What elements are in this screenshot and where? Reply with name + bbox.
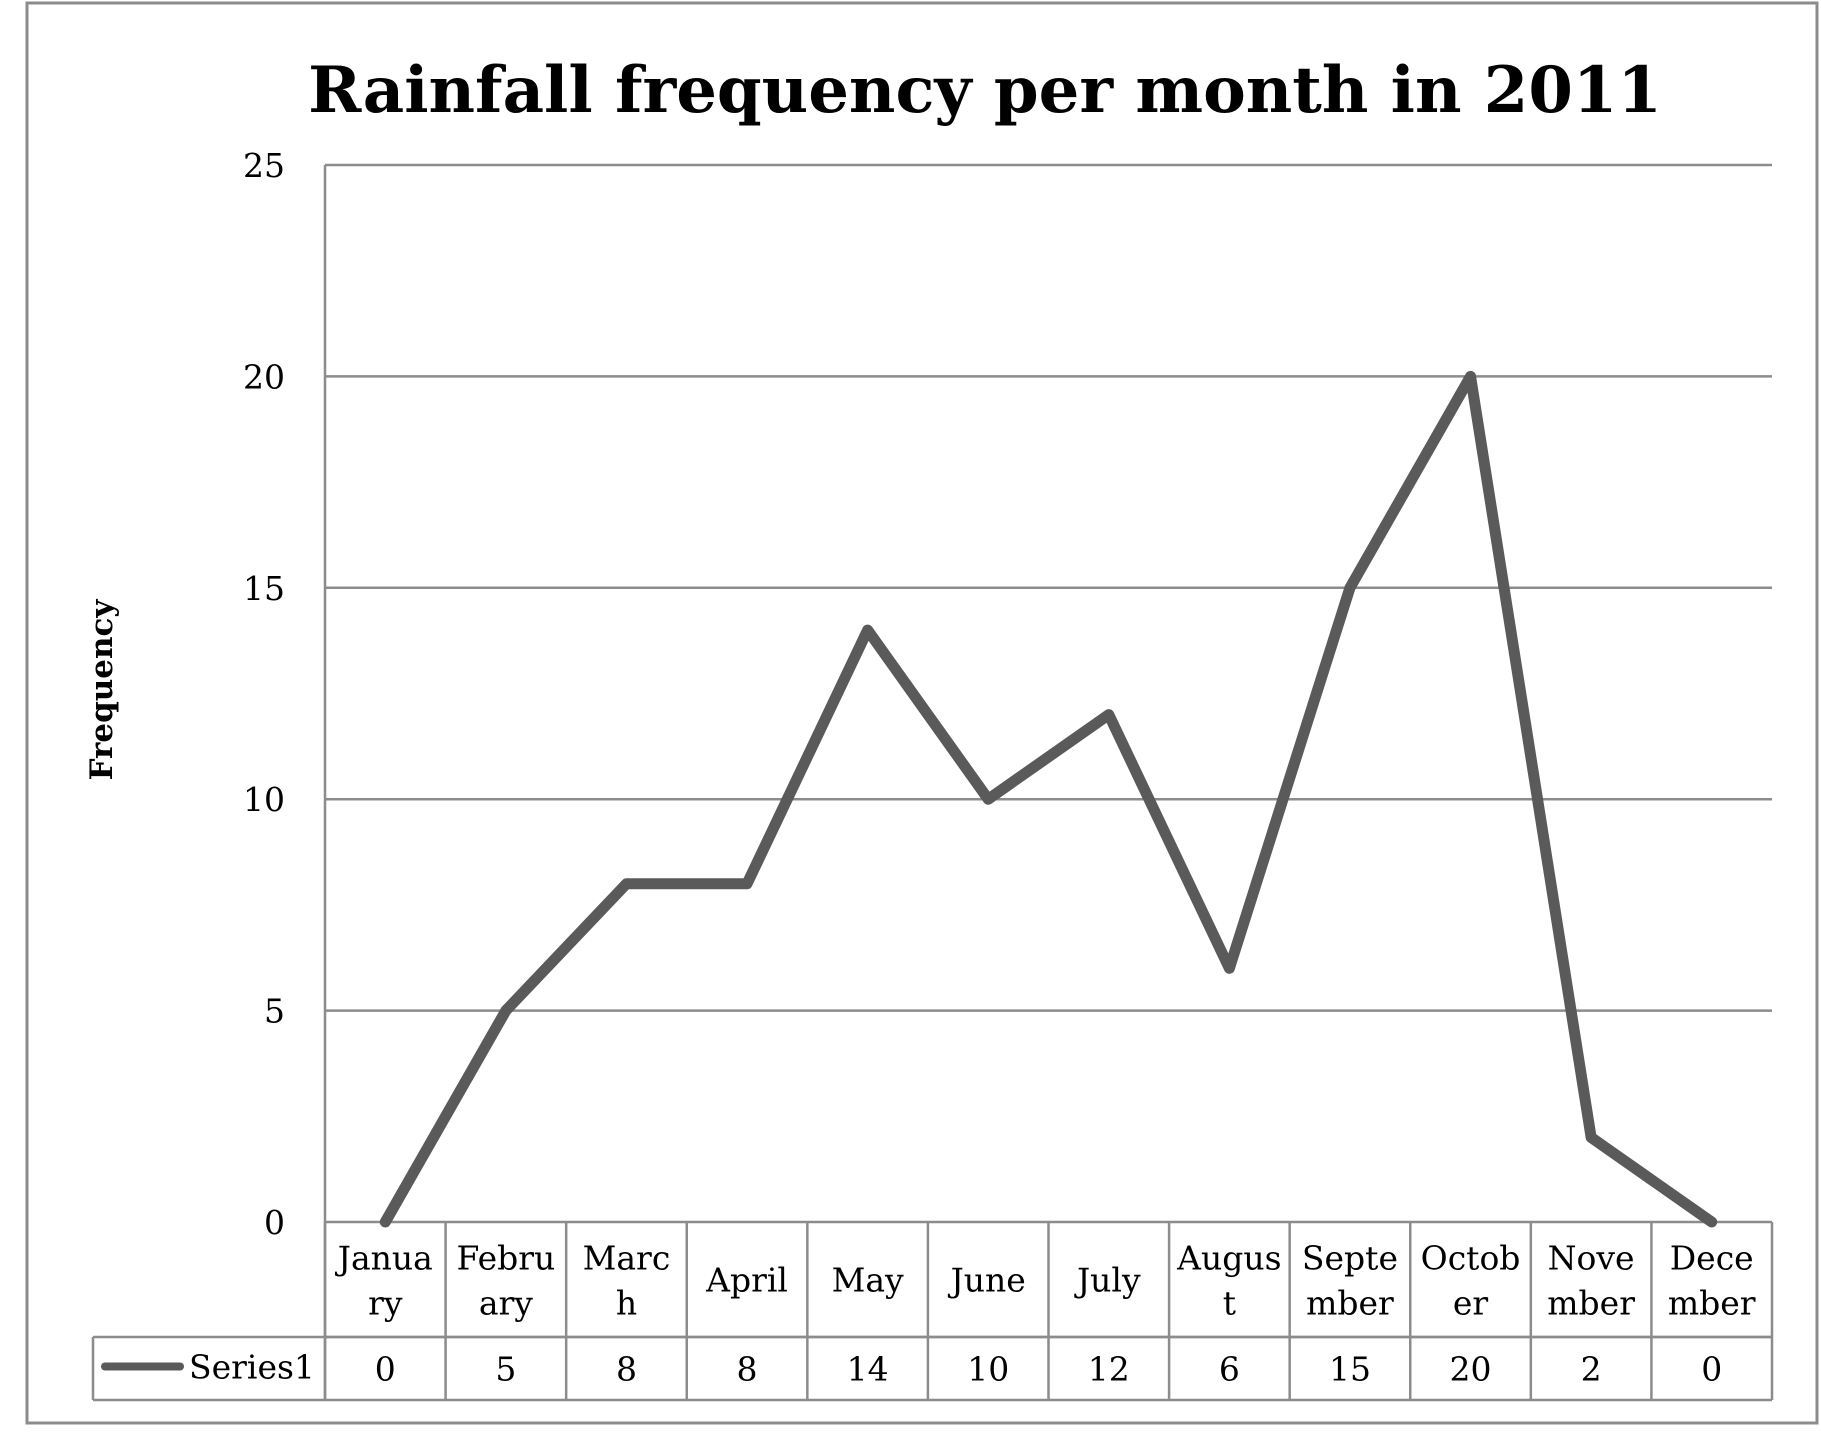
data-point xyxy=(744,880,751,887)
x-category-label: mber xyxy=(1306,1284,1394,1323)
table-cell-value: 8 xyxy=(737,1350,758,1389)
x-category-label: ary xyxy=(479,1284,533,1323)
data-table: Janua ry Febru ary Marc h April May June July Augu… xyxy=(91,1222,1774,1402)
x-category-label: June xyxy=(948,1261,1026,1300)
y-tick-label: 25 xyxy=(243,146,285,185)
x-category-label: Septe xyxy=(1302,1239,1398,1278)
table-cell-value: 15 xyxy=(1329,1350,1371,1389)
y-tick-label: 20 xyxy=(243,357,285,396)
x-category-label: h xyxy=(616,1284,637,1323)
data-point xyxy=(1467,373,1474,380)
x-category-label: Augus xyxy=(1176,1239,1281,1278)
x-category-label: Nove xyxy=(1548,1239,1635,1278)
table-cell-value: 6 xyxy=(1219,1350,1240,1389)
x-category-label: Febru xyxy=(456,1239,555,1278)
data-point xyxy=(1226,965,1233,972)
y-axis-label: Frequency xyxy=(84,599,120,781)
x-category-label: ry xyxy=(368,1284,403,1323)
data-point xyxy=(1346,584,1353,591)
table-cell-value: 5 xyxy=(495,1350,516,1389)
table-cell-value: 20 xyxy=(1450,1350,1492,1389)
legend-label: Series1 xyxy=(189,1348,315,1387)
table-cell-value: 2 xyxy=(1581,1350,1602,1389)
chart-title: Rainfall frequency per month in 2011 xyxy=(308,53,1662,128)
x-category-label: Marc xyxy=(583,1239,671,1278)
x-category-label: July xyxy=(1074,1261,1141,1300)
data-point xyxy=(623,880,630,887)
x-category-label: t xyxy=(1223,1284,1236,1323)
data-point xyxy=(1105,711,1112,718)
data-point xyxy=(382,1219,389,1225)
x-category-label: mber xyxy=(1547,1284,1635,1323)
x-category-label: er xyxy=(1453,1284,1489,1323)
table-cell-value: 10 xyxy=(967,1350,1009,1389)
table-cell-value: 0 xyxy=(1701,1350,1722,1389)
y-tick-label: 0 xyxy=(264,1203,285,1242)
table-cell-value: 12 xyxy=(1088,1350,1130,1389)
x-category-label: Octob xyxy=(1421,1239,1521,1278)
table-cell-value: 14 xyxy=(847,1350,889,1389)
data-point xyxy=(864,627,871,634)
y-tick-label: 5 xyxy=(264,992,285,1031)
x-category-label: Janua xyxy=(335,1239,433,1278)
x-category-label: May xyxy=(832,1261,904,1300)
y-tick-label: 15 xyxy=(243,569,285,608)
data-point xyxy=(502,1007,509,1014)
x-category-label: mber xyxy=(1668,1284,1756,1323)
table-cell-value: 8 xyxy=(616,1350,637,1389)
series-lines xyxy=(379,370,1718,1228)
y-axis-ticks: 0 5 10 15 20 25 xyxy=(243,146,285,1242)
x-category-label: April xyxy=(705,1261,788,1300)
table-cell-value: 0 xyxy=(375,1350,396,1389)
x-category-label: Dece xyxy=(1670,1239,1754,1278)
data-point xyxy=(1588,1134,1595,1141)
series-line xyxy=(379,370,1718,1228)
data-point xyxy=(985,796,992,803)
y-tick-label: 10 xyxy=(243,780,285,819)
data-point xyxy=(1708,1219,1715,1225)
